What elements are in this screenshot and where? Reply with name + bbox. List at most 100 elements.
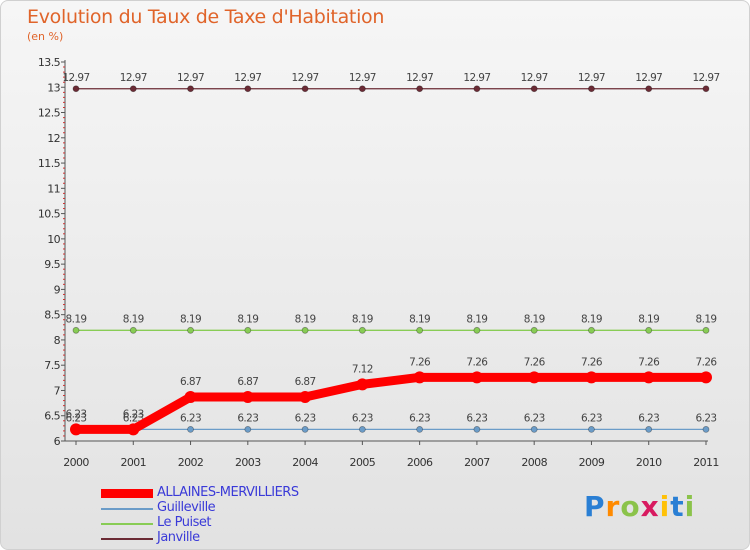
x-tick-label: 2004 bbox=[292, 456, 318, 469]
data-label: 12.97 bbox=[692, 72, 719, 84]
data-label: 7.26 bbox=[409, 356, 431, 368]
data-label: 12.97 bbox=[234, 72, 261, 84]
data-label: 8.19 bbox=[123, 313, 144, 325]
data-point bbox=[413, 371, 426, 384]
y-tick-label: 11.5 bbox=[38, 157, 61, 170]
data-point bbox=[530, 85, 538, 93]
chart-title: Evolution du Taux de Taxe d'Habitation bbox=[27, 6, 385, 28]
legend-swatch bbox=[101, 489, 153, 498]
legend-label: Janville bbox=[157, 530, 200, 545]
logo-letter: t bbox=[670, 490, 685, 523]
data-point bbox=[299, 391, 312, 404]
data-point bbox=[244, 326, 252, 334]
data-label: 6.23 bbox=[66, 412, 87, 424]
legend-swatch bbox=[101, 538, 153, 540]
series-line bbox=[71, 372, 711, 434]
logo-letter: i bbox=[684, 490, 696, 523]
y-tick-label: 6 bbox=[54, 435, 61, 448]
data-point bbox=[416, 326, 424, 334]
data-label: 8.19 bbox=[237, 313, 258, 325]
data-label: 8.19 bbox=[66, 313, 87, 325]
data-label: 12.97 bbox=[635, 72, 662, 84]
data-label: 7.26 bbox=[581, 356, 603, 368]
x-tick-label: 2000 bbox=[63, 456, 89, 469]
data-point bbox=[184, 391, 197, 404]
data-point bbox=[702, 85, 710, 93]
data-point bbox=[588, 326, 595, 334]
data-label: 6.23 bbox=[180, 412, 201, 424]
data-point bbox=[585, 371, 598, 384]
data-point bbox=[70, 423, 82, 436]
y-tick-label: 10.5 bbox=[38, 208, 61, 221]
data-label: 8.19 bbox=[352, 313, 373, 325]
data-label: 7.12 bbox=[352, 363, 373, 375]
data-point bbox=[301, 326, 309, 334]
x-tick-label: 2007 bbox=[464, 456, 490, 469]
data-point bbox=[301, 425, 309, 433]
y-tick-label: 12.5 bbox=[38, 107, 61, 120]
data-label: 8.19 bbox=[581, 313, 602, 325]
logo-letter: r bbox=[605, 490, 621, 523]
data-point bbox=[588, 85, 595, 93]
data-point bbox=[530, 326, 538, 334]
data-point bbox=[473, 326, 481, 334]
y-tick-label: 9 bbox=[54, 283, 61, 296]
legend-label: Le Puiset bbox=[157, 515, 211, 530]
logo-letter: x bbox=[640, 490, 660, 523]
data-label: 7.26 bbox=[524, 356, 546, 368]
data-label: 12.97 bbox=[292, 72, 319, 84]
y-tick-label: 12 bbox=[47, 132, 60, 145]
data-point bbox=[642, 371, 655, 384]
data-label: 12.97 bbox=[120, 72, 147, 84]
data-label: 6.23 bbox=[409, 412, 430, 424]
data-label: 12.97 bbox=[177, 72, 204, 84]
data-label: 6.87 bbox=[295, 376, 316, 388]
data-point bbox=[127, 423, 140, 436]
data-label: 6.23 bbox=[581, 412, 602, 424]
data-point bbox=[129, 326, 137, 334]
data-label: 8.19 bbox=[638, 313, 659, 325]
y-tick-label: 11 bbox=[47, 182, 60, 195]
data-label: 6.87 bbox=[180, 376, 201, 388]
data-point bbox=[530, 425, 538, 433]
data-label: 6.87 bbox=[237, 376, 258, 388]
x-tick-label: 2002 bbox=[178, 456, 204, 469]
data-point bbox=[301, 85, 309, 93]
y-tick-label: 13.5 bbox=[38, 56, 61, 69]
x-tick-label: 2003 bbox=[235, 456, 261, 469]
data-label: 8.19 bbox=[180, 313, 201, 325]
legend-label: ALLAINES-MERVILLIERS bbox=[157, 485, 299, 500]
y-tick-label: 8 bbox=[54, 334, 61, 347]
data-point bbox=[72, 85, 80, 93]
data-point bbox=[129, 85, 137, 93]
data-point bbox=[702, 326, 710, 334]
x-tick-label: 2010 bbox=[636, 456, 662, 469]
data-point bbox=[528, 371, 541, 384]
y-tick-label: 10 bbox=[47, 233, 60, 246]
data-point bbox=[72, 326, 80, 334]
data-label: 12.97 bbox=[62, 72, 89, 84]
data-label: 6.23 bbox=[352, 412, 373, 424]
data-point bbox=[244, 85, 252, 93]
data-label: 7.26 bbox=[696, 356, 718, 368]
logo-letter: P bbox=[584, 490, 606, 523]
proxiti-logo: Proxiti bbox=[584, 490, 695, 523]
data-label: 6.23 bbox=[524, 412, 545, 424]
data-label: 6.23 bbox=[295, 412, 316, 424]
logo-letter: o bbox=[620, 490, 641, 523]
data-label: 7.26 bbox=[638, 356, 660, 368]
data-point bbox=[187, 326, 194, 334]
data-point bbox=[416, 425, 424, 433]
data-label: 8.19 bbox=[295, 313, 316, 325]
x-tick-label: 2011 bbox=[693, 456, 719, 469]
data-point bbox=[645, 85, 653, 93]
data-label: 6.23 bbox=[466, 412, 487, 424]
y-tick-label: 9.5 bbox=[44, 258, 60, 271]
data-point bbox=[244, 425, 252, 433]
data-point bbox=[470, 371, 483, 384]
data-label: 12.97 bbox=[349, 72, 376, 84]
data-point bbox=[358, 425, 366, 433]
y-tick-label: 8.5 bbox=[44, 309, 60, 322]
